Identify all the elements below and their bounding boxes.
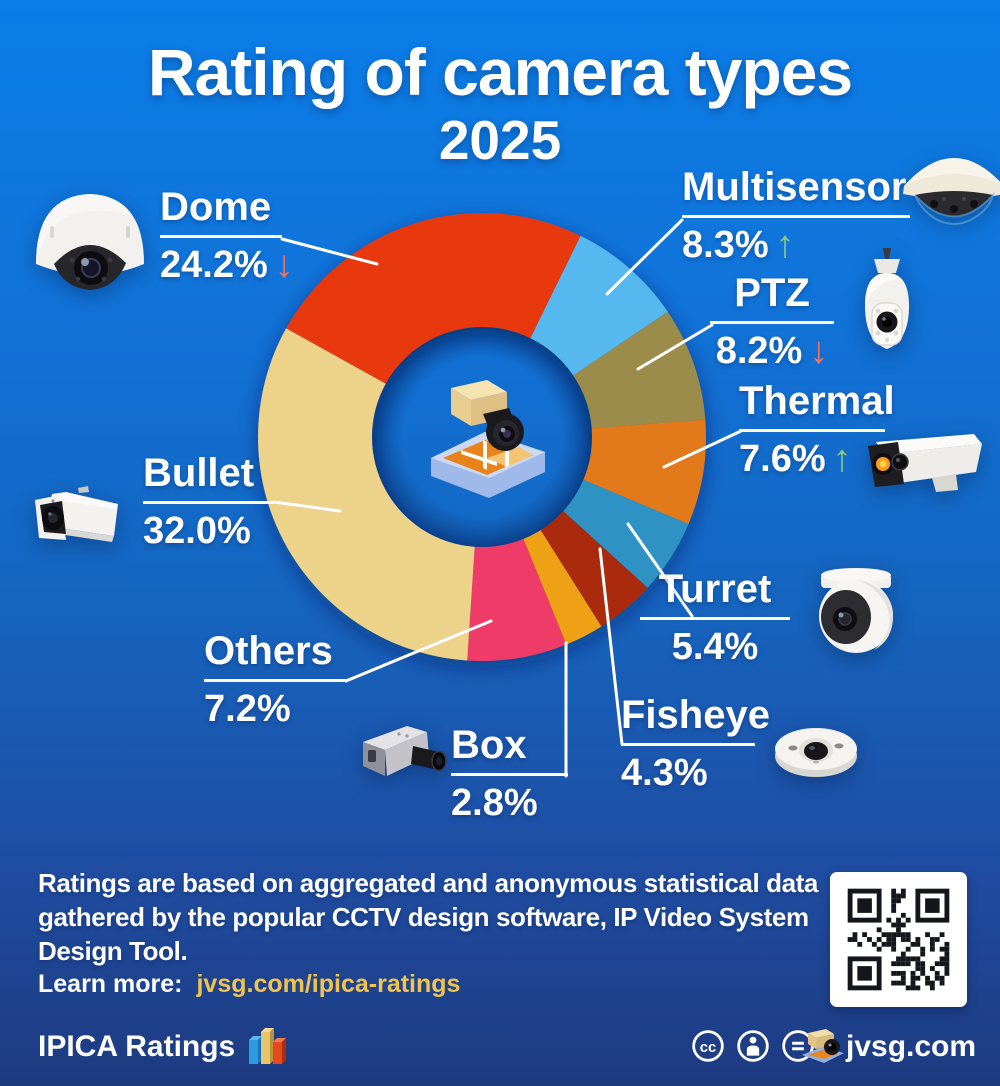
label-bullet: Bullet 32.0% (143, 452, 274, 551)
page-title: Rating of camera types (147, 35, 853, 109)
thermal-camera-photo (862, 432, 990, 496)
label-turret-name: Turret (658, 567, 772, 611)
trend-down-arrow-icon: ↓ (274, 244, 294, 286)
label-bullet-value: 32.0% (143, 510, 251, 552)
learn-more-label: Learn more: (38, 970, 183, 998)
label-thermal-value: 7.6% ↑ (739, 438, 852, 480)
slice-thermal (583, 419, 706, 525)
label-turret-underline (640, 617, 790, 620)
label-bullet-underline (143, 501, 274, 504)
label-others-underline (204, 679, 346, 682)
multisensor-camera-photo (898, 138, 1000, 236)
label-ptz-underline (710, 321, 834, 324)
label-others-name: Others (204, 629, 333, 673)
bar-chart-icon (247, 1026, 287, 1068)
jvsg-camera-logo (800, 1025, 846, 1069)
ptz-camera-photo (851, 248, 923, 363)
footer-line-2: gathered by the popular CCTV design soft… (38, 902, 809, 932)
cc-icon: cc (691, 1029, 725, 1063)
ratings-name: IPICA Ratings (38, 1030, 236, 1063)
label-others: Others 7.2% (204, 630, 346, 729)
footer-line-1: Ratings are based on aggregated and anon… (38, 868, 818, 898)
leader-multisensor (605, 218, 684, 296)
label-box: Box 2.8% (451, 724, 568, 823)
design-tool-camera-floorplan-logo (421, 370, 555, 504)
label-fisheye-name: Fisheye (621, 693, 770, 737)
label-ptz: PTZ 8.2% ↓ (710, 272, 834, 371)
footer-line-3: Design Tool. (38, 936, 188, 966)
slice-fisheye (540, 511, 648, 627)
leader-dome (280, 237, 379, 266)
label-fisheye: Fisheye 4.3% (621, 693, 770, 794)
trend-up-arrow-icon: ↑ (832, 438, 852, 480)
leader-others (344, 619, 493, 683)
footer-description: Ratings are based on aggregated and anon… (38, 866, 818, 968)
label-dome-underline (160, 235, 282, 238)
label-box-name: Box (451, 723, 527, 767)
label-dome: Dome 24.2% ↓ (160, 185, 294, 286)
dome-camera-photo (24, 184, 156, 296)
label-dome-value: 24.2% ↓ (160, 244, 294, 286)
site-link[interactable]: jvsg.com (846, 1030, 977, 1063)
trend-up-arrow-icon: ↑ (775, 224, 795, 266)
label-thermal-underline (739, 429, 885, 432)
cc-by-icon (736, 1029, 770, 1063)
turret-camera-photo (804, 566, 906, 656)
label-multisensor-underline (682, 215, 910, 218)
label-ptz-name: PTZ (734, 271, 810, 315)
label-multisensor-name: Multisensor (682, 165, 907, 209)
trend-down-arrow-icon: ↓ (809, 330, 829, 372)
svg-text:cc: cc (700, 1040, 717, 1056)
label-multisensor: Multisensor 8.3% ↑ (682, 166, 910, 265)
fisheye-camera-photo (772, 716, 860, 782)
slice-others (467, 538, 567, 661)
label-turret: Turret 5.4% (640, 568, 790, 667)
learn-more-row: Learn more: jvsg.com/ipica-ratings (38, 970, 460, 999)
slice-box (523, 530, 602, 645)
leader-bullet (272, 500, 342, 513)
label-thermal: Thermal 7.6% ↑ (739, 379, 895, 480)
slice-ptz (573, 311, 706, 429)
label-ptz-value: 8.2% ↓ (715, 330, 829, 372)
label-bullet-name: Bullet (143, 451, 255, 495)
brand-row: IPICA Ratings (38, 1026, 287, 1068)
label-dome-name: Dome (160, 185, 272, 229)
leader-fisheye (598, 547, 624, 746)
label-fisheye-value: 4.3% (621, 752, 708, 794)
label-turret-value: 5.4% (671, 626, 759, 668)
leader-thermal (662, 429, 743, 469)
leader-ptz (636, 323, 714, 371)
bullet-camera-photo (26, 478, 126, 558)
qr-code (830, 872, 967, 1007)
learn-more-link[interactable]: jvsg.com/ipica-ratings (196, 970, 461, 998)
slice-multisensor (530, 235, 668, 376)
label-box-value: 2.8% (451, 782, 538, 824)
label-thermal-name: Thermal (739, 379, 895, 423)
label-multisensor-value: 8.3% ↑ (682, 224, 795, 266)
slice-dome (286, 213, 581, 384)
label-fisheye-underline (621, 743, 755, 746)
page-year: 2025 (438, 109, 562, 171)
label-box-underline (451, 773, 568, 776)
label-others-value: 7.2% (204, 688, 291, 730)
box-camera-photo (355, 720, 450, 792)
